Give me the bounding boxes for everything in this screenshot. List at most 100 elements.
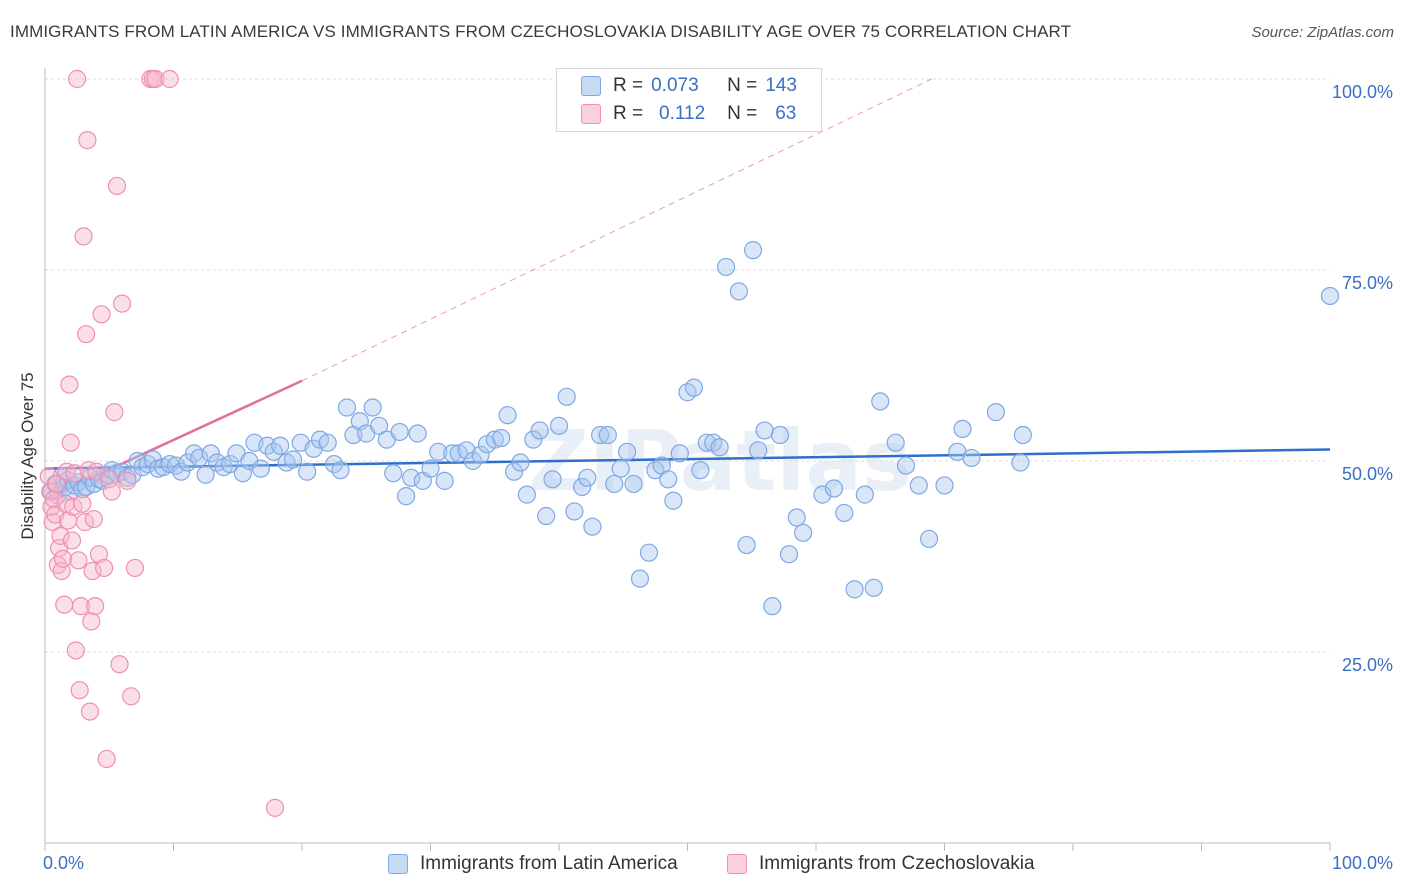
data-point xyxy=(74,227,93,246)
data-point xyxy=(220,454,240,474)
data-point xyxy=(121,687,141,706)
data-point xyxy=(271,436,290,455)
data-point xyxy=(265,798,285,817)
stats-n-label: N = xyxy=(727,75,758,96)
data-point xyxy=(684,378,704,397)
data-point xyxy=(729,282,749,301)
stats-r-label: R = xyxy=(613,103,644,124)
data-point xyxy=(845,580,864,599)
data-point xyxy=(737,535,756,555)
data-point xyxy=(517,485,536,504)
data-point xyxy=(664,491,683,510)
legend-label-latin-america: Immigrants from Latin America xyxy=(420,853,678,874)
data-point xyxy=(670,444,689,463)
data-point xyxy=(749,441,768,460)
data-point xyxy=(196,465,215,484)
stats-r-label: R = xyxy=(613,75,644,96)
data-point xyxy=(172,462,191,481)
series-czechoslovakia xyxy=(39,69,285,817)
stats-r-value: 0.112 xyxy=(659,103,706,124)
data-point xyxy=(1320,286,1340,306)
data-point xyxy=(824,479,844,498)
data-point xyxy=(471,445,490,464)
data-point xyxy=(57,462,76,481)
data-point xyxy=(710,438,729,457)
data-point xyxy=(611,459,630,478)
data-point xyxy=(435,471,454,490)
data-point xyxy=(457,441,476,460)
data-point xyxy=(396,487,416,506)
data-point xyxy=(77,325,96,344)
data-point xyxy=(55,595,74,614)
data-point xyxy=(337,398,357,417)
data-point xyxy=(763,597,782,616)
data-point xyxy=(794,523,813,542)
legend-item-czechoslovakia[interactable]: Immigrants from Czechoslovakia xyxy=(727,852,1035,876)
y-axis-label: Disability Age Over 75 xyxy=(18,372,37,539)
y-tick-label: 100.0% xyxy=(1332,82,1393,102)
data-point xyxy=(743,241,763,260)
data-point xyxy=(89,545,109,564)
trend-line-latin-america xyxy=(44,448,1331,470)
data-point xyxy=(504,462,524,481)
data-point xyxy=(909,476,928,495)
data-point xyxy=(1011,453,1030,472)
data-point xyxy=(331,461,350,480)
data-point xyxy=(813,485,832,504)
data-point xyxy=(573,477,592,497)
data-point xyxy=(80,702,100,721)
data-point xyxy=(583,517,602,536)
data-point xyxy=(598,425,617,445)
stats-row-latin-america: R = 0.073 N = 143 xyxy=(581,73,797,99)
data-point xyxy=(578,468,597,487)
data-point xyxy=(639,543,659,562)
stats-swatch-czechoslovakia xyxy=(581,104,601,124)
data-point xyxy=(443,444,462,463)
data-point xyxy=(70,681,89,700)
data-point xyxy=(95,558,114,578)
stats-n-value: 63 xyxy=(775,103,797,124)
data-point xyxy=(47,474,66,494)
data-point xyxy=(107,176,127,196)
legend-label-czechoslovakia: Immigrants from Czechoslovakia xyxy=(759,853,1035,874)
data-point xyxy=(201,444,220,463)
chart-title: IMMIGRANTS FROM LATIN AMERICA VS IMMIGRA… xyxy=(10,22,1072,41)
data-point xyxy=(896,456,916,475)
data-point xyxy=(530,421,549,440)
data-point xyxy=(962,448,981,468)
data-point xyxy=(871,392,890,411)
data-point xyxy=(73,494,92,513)
data-point xyxy=(51,526,70,545)
data-point xyxy=(549,416,569,435)
legend-item-latin-america[interactable]: Immigrants from Latin America xyxy=(388,852,678,876)
data-point xyxy=(953,419,972,439)
data-point xyxy=(864,578,883,597)
data-point xyxy=(102,482,121,501)
grid-lines xyxy=(45,78,1330,653)
data-point xyxy=(78,131,97,150)
data-point xyxy=(69,551,88,570)
data-point xyxy=(178,453,197,472)
data-point xyxy=(251,459,270,478)
source-label: Source: ZipAtlas.com xyxy=(1251,24,1394,41)
data-point xyxy=(591,425,610,445)
data-point xyxy=(110,655,129,674)
data-point xyxy=(770,425,790,445)
legend-swatch-czechoslovakia xyxy=(727,854,747,874)
legend-swatch-latin-america xyxy=(388,854,408,874)
data-point xyxy=(886,433,905,452)
data-point xyxy=(82,612,101,631)
data-point xyxy=(511,453,530,472)
data-point xyxy=(421,459,440,478)
trend-line-czechoslovakia xyxy=(44,379,303,501)
series-latin-america xyxy=(42,241,1340,616)
data-point xyxy=(112,294,132,313)
data-point xyxy=(125,558,145,578)
data-point xyxy=(691,461,710,480)
data-point xyxy=(659,470,678,489)
axis-labels: 25.0% 50.0% 75.0% 100.0% 0.0% 100.0% Disabilit… xyxy=(18,82,1393,873)
data-point xyxy=(498,406,517,425)
data-point xyxy=(835,503,854,523)
data-point xyxy=(986,403,1006,422)
data-point xyxy=(390,422,409,442)
